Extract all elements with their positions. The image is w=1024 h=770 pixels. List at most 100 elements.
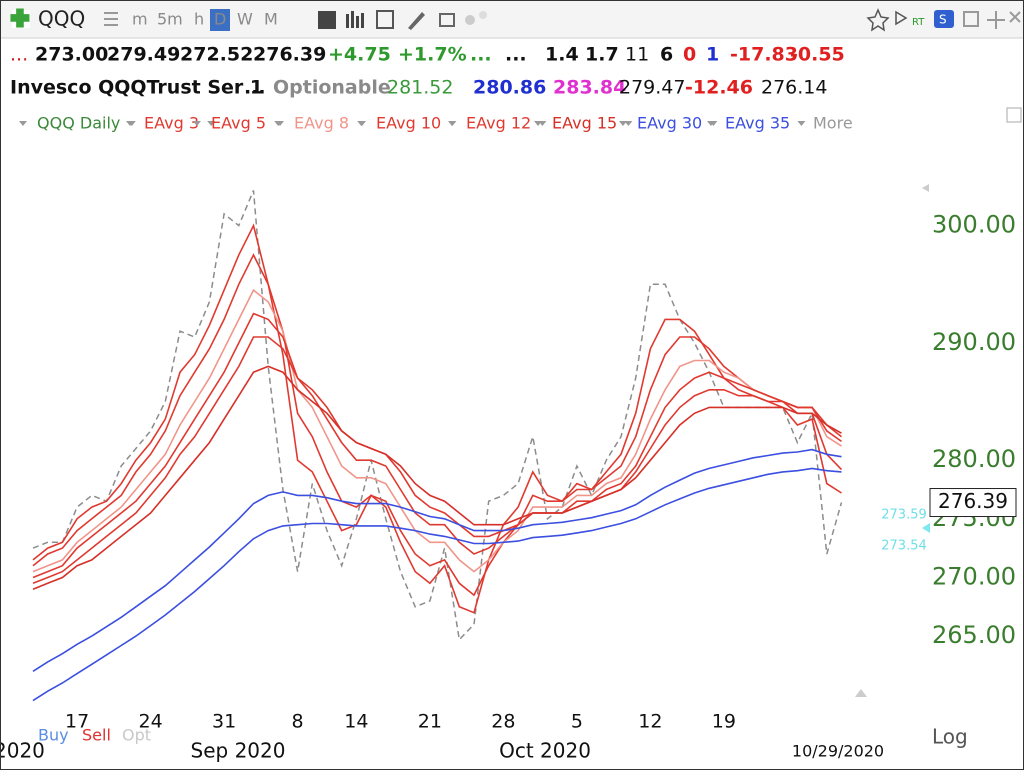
plot-area (32, 190, 843, 702)
legend-arrow (624, 121, 633, 126)
x-tick-label: 5 (571, 711, 583, 733)
quote-field: 281.52 (387, 77, 453, 99)
quote-field: -12.46 (685, 77, 753, 99)
legend-arrow (619, 121, 627, 126)
legend-arrow (797, 121, 806, 126)
legend-arrow (276, 121, 284, 126)
ema-line (32, 448, 842, 672)
quote-field: 272.52 (180, 44, 253, 66)
signal-toggle[interactable]: Sell (82, 726, 111, 745)
interval-button[interactable]: W (237, 10, 253, 29)
interval-button[interactable]: 5m (157, 10, 183, 29)
x-tick-label: 12 (638, 711, 662, 733)
price-marker: 273.54 (881, 539, 927, 554)
y-tick-label: 265.00 (932, 621, 1016, 649)
period-label: Sep 2020 (191, 739, 286, 763)
legend-entry[interactable]: EAvg 35 (725, 114, 790, 133)
more-button[interactable]: More (813, 114, 853, 133)
last-price-box (929, 488, 1017, 518)
quote-field: 283.84 (553, 77, 626, 99)
legend-entry[interactable]: EAvg 8 (294, 114, 349, 133)
interval-button[interactable]: h (194, 10, 204, 29)
legend-entry[interactable]: EAvg 10 (376, 114, 441, 133)
y-tick-label: 270.00 (932, 562, 1016, 590)
legend-entry[interactable]: EAvg 30 (637, 114, 702, 133)
x-tick-label: 14 (344, 711, 368, 733)
svg-text:S: S (939, 13, 947, 27)
interval-button[interactable]: m (132, 10, 148, 29)
scroll-arrow (855, 689, 867, 697)
legend-arrow (126, 121, 134, 126)
period-label: Oct 2020 (499, 739, 591, 763)
period-label: 2020 (0, 739, 45, 763)
quote-field: ... (244, 77, 266, 99)
quote-field: 276.39 (253, 44, 326, 66)
quote-field: 1.4 (545, 44, 579, 66)
legend-arrow (358, 121, 366, 126)
add-button[interactable] (10, 8, 30, 28)
quote-field: +1.7% (398, 44, 467, 66)
ema-line (32, 365, 842, 590)
ema-line (32, 312, 842, 579)
quote-field: +4.75 (328, 44, 391, 66)
signal-toggle[interactable]: Opt (122, 726, 151, 745)
legend-entry[interactable]: EAvg 3 (144, 114, 199, 133)
x-tick-label: 17 (65, 711, 89, 733)
quote-field: ... (10, 44, 28, 66)
y-tick-label: 300.00 (932, 211, 1016, 239)
quote-field: -17.83 (730, 44, 798, 66)
legend-entry[interactable]: EAvg 15 (552, 114, 617, 133)
ema-line (32, 253, 843, 597)
ema-line (32, 288, 842, 573)
legend-entry[interactable]: EAvg 5 (211, 114, 266, 133)
quote-field: 273.00 (35, 44, 108, 66)
y-tick-label: 290.00 (932, 328, 1016, 356)
legend-arrow (19, 121, 27, 126)
legend-arrow (707, 121, 715, 126)
svg-text:RT: RT (912, 17, 925, 28)
legend-arrow (207, 121, 216, 126)
last-price-label: 276.39 (938, 489, 1008, 513)
x-tick-label: 19 (712, 711, 736, 733)
y-tick-label: 280.00 (932, 445, 1016, 473)
quote-field: 0 (683, 44, 696, 66)
quote-field: 6 (660, 44, 673, 66)
interval-button[interactable]: D (214, 10, 226, 29)
scale-toggle[interactable]: Log (932, 725, 968, 749)
quote-field: 279.47 (619, 77, 685, 99)
x-tick-label: 21 (418, 711, 442, 733)
price-line (32, 190, 843, 642)
quote-field: 11 (625, 44, 649, 66)
legend-entry[interactable]: EAvg 12 (466, 114, 531, 133)
price-marker: 273.59 (881, 508, 927, 523)
legend-arrow (448, 121, 456, 126)
quote-field: Optionable (273, 77, 391, 99)
legend-arrow (534, 121, 542, 126)
scroll-arrow (922, 184, 929, 192)
quote-field: 280.86 (473, 77, 546, 99)
x-tick-label: 24 (139, 711, 163, 733)
interval-button[interactable]: M (264, 10, 278, 29)
symbol[interactable]: QQQ (38, 7, 85, 31)
legend-arrow (193, 121, 201, 126)
legend-entry[interactable]: QQQ Daily (37, 114, 120, 133)
x-tick-label: 31 (212, 711, 236, 733)
quote-field: ... (470, 44, 492, 66)
signal-toggle[interactable]: Buy (38, 726, 69, 745)
add-icon (10, 8, 30, 28)
tool-icons: RT S (318, 8, 1021, 32)
quote-field: -0.55 (790, 44, 845, 66)
quote-field: 1.7 (585, 44, 619, 66)
quote-field: 279.49 (107, 44, 180, 66)
settings-icon[interactable] (1006, 107, 1022, 123)
interval-buttons: m 5m h D W M (132, 10, 278, 29)
quote-field: 276.14 (761, 77, 827, 99)
ema-line (32, 223, 842, 614)
indicator-legend: QQQ Daily EAvg 3 EAvg 5 EAvg 8 EAvg 10 EAvg 1… (19, 114, 806, 133)
ema-line (32, 467, 842, 702)
menu-icon[interactable] (104, 12, 118, 26)
